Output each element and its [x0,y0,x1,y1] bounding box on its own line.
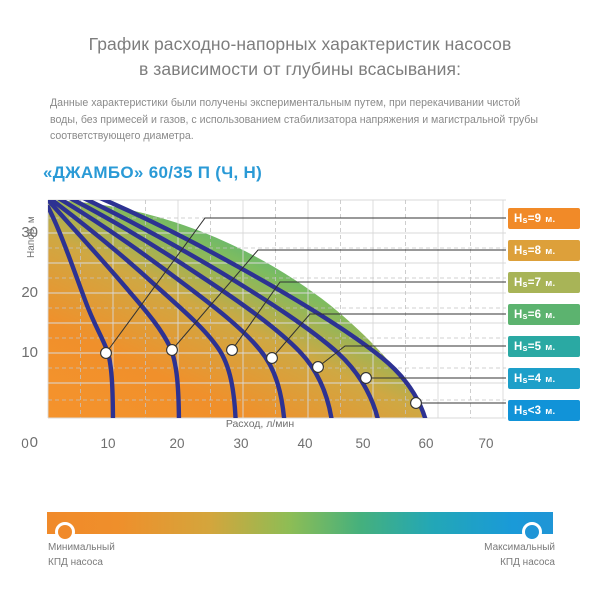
leader-lines [105,217,506,404]
marker-hs9 [100,347,112,359]
legend-label-hs3: Hs<3 м. [514,404,556,417]
x-axis-label: Расход, л/мин [225,418,295,430]
leader-hs6 [271,313,506,359]
page-title: График расходно-напорных характеристик н… [0,32,600,82]
marker-hs5 [312,361,324,373]
efficiency-max-dot [522,522,542,542]
y-tick-10: 10 [21,344,38,361]
chart-container [0,195,600,465]
grid-solid [47,199,506,419]
legend-label-hs7: Hs=7 м. [514,276,556,289]
legend-badge-hs8[interactable]: Hs=8 м. [508,240,580,261]
operating-point-markers [100,344,422,409]
x-tick-30: 30 [233,436,249,451]
efficiency-max-line1: Максимальный [484,542,555,553]
leader-hs7 [231,281,506,351]
curve-hs8 [48,200,182,418]
page-title-line2: в зависимости от глубины всасывания: [138,59,462,79]
x-tick-50: 50 [355,436,371,451]
x-tick-20: 20 [169,436,185,451]
efficiency-max-caption: Максимальный КПД насоса [484,540,555,570]
legend-label-hs6: Hs=6 м. [514,308,556,321]
curve-hs3 [99,200,428,418]
efficiency-min-line1: Минимальный [48,542,115,553]
x-tick-60: 60 [418,436,434,451]
legend-label-hs5: Hs=5 м. [514,340,556,353]
curve-hs7 [48,200,238,418]
leader-hs5 [317,345,506,368]
marker-hs7 [226,344,238,356]
curve-hs9 [48,204,116,418]
marker-hs4 [360,372,372,384]
marker-hs8 [166,344,178,356]
x-tick-0: 0 [21,436,29,451]
legend-label-hs8: Hs=8 м. [514,244,556,257]
efficiency-min-caption: Минимальный КПД насоса [48,540,115,570]
efficiency-gradient-bar [47,512,553,534]
x-tick-40: 40 [297,436,313,451]
marker-hs6 [266,352,278,364]
legend-label-hs9: Hs=9 м. [514,212,556,225]
leader-hs8 [171,249,506,351]
legend-badge-hs9[interactable]: Hs=9 м. [508,208,580,229]
legend-badge-hs5[interactable]: Hs=5 м. [508,336,580,357]
y-tick-30: 30 [21,224,38,241]
legend-badge-hs7[interactable]: Hs=7 м. [508,272,580,293]
leader-hs9 [105,217,506,354]
pump-curve-chart [47,199,506,419]
x-tick-70: 70 [478,436,494,451]
legend-badge-hs3[interactable]: Hs<3 м. [508,400,580,421]
y-tick-0: 0 [29,434,38,451]
intro-paragraph: Данные характеристики были получены эксп… [50,97,538,142]
curve-hs6 [57,200,287,418]
efficiency-min-line2: КПД насоса [48,557,103,568]
legend-label-hs4: Hs=4 м. [514,372,556,385]
efficiency-max-line2: КПД насоса [500,557,555,568]
pump-model-title: «ДЖАМБО» 60/35 П (Ч, Н) [43,163,263,182]
curve-hs5 [68,200,334,418]
legend-badge-hs6[interactable]: Hs=6 м. [508,304,580,325]
page-title-line1: График расходно-напорных характеристик н… [88,34,512,54]
marker-hs3 [410,397,422,409]
x-tick-10: 10 [100,436,116,451]
efficiency-min-dot [55,522,75,542]
legend-badge-hs4[interactable]: Hs=4 м. [508,368,580,389]
y-tick-20: 20 [21,284,38,301]
